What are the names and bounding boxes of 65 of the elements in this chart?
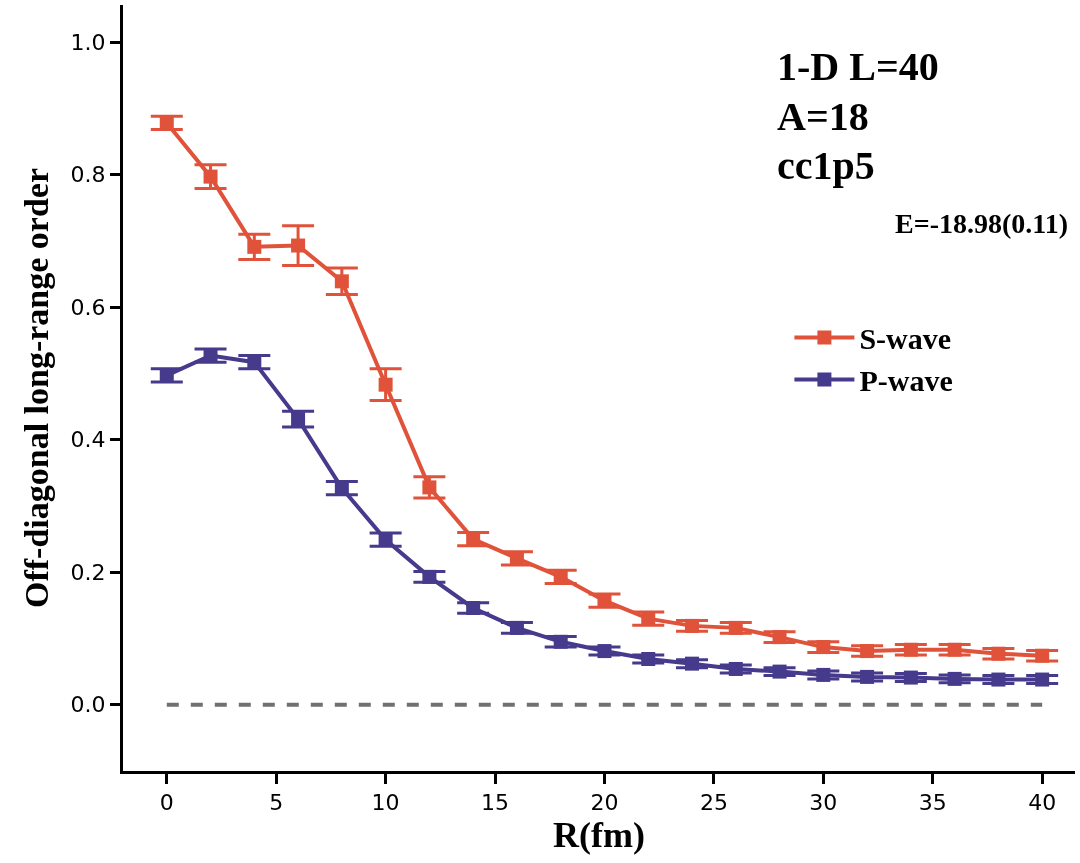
point: [334, 274, 349, 289]
point: [291, 238, 306, 253]
point: [860, 669, 875, 684]
point: [685, 618, 700, 633]
x-tick-label: 25: [699, 790, 728, 816]
point: [641, 652, 656, 667]
x-tick-label: 0: [159, 790, 174, 816]
point: [291, 412, 306, 427]
point: [641, 611, 656, 626]
point: [553, 569, 568, 584]
point: [772, 664, 787, 679]
x-tick-label: 40: [1028, 790, 1057, 816]
point: [1035, 648, 1050, 663]
point: [947, 671, 962, 686]
y-tick-label: 1.0: [70, 29, 106, 55]
point: [422, 480, 437, 495]
point: [991, 672, 1006, 687]
annotation: A=18: [777, 94, 869, 139]
point: [597, 644, 612, 659]
annotation: cc1p5: [777, 143, 875, 188]
x-tick-label: 5: [269, 790, 284, 816]
point: [378, 377, 393, 392]
point: [1035, 672, 1050, 687]
point: [509, 620, 524, 635]
point: [685, 656, 700, 671]
x-tick-label: 20: [590, 790, 619, 816]
point: [509, 551, 524, 566]
legend-label: P-wave: [859, 364, 953, 398]
point: [728, 620, 743, 635]
x-tick-label: 30: [809, 790, 838, 816]
legend-label: S-wave: [859, 322, 952, 356]
point: [728, 661, 743, 676]
point: [553, 634, 568, 649]
x-tick-label: 15: [481, 790, 510, 816]
y-tick-label: 0.6: [70, 294, 106, 320]
point: [203, 169, 218, 184]
point: [159, 115, 174, 130]
point: [466, 532, 481, 547]
x-tick-label: 10: [371, 790, 400, 816]
y-tick-label: 0.0: [70, 692, 106, 718]
point: [334, 481, 349, 496]
point: [203, 348, 218, 363]
annotation: E=-18.98(0.11): [895, 208, 1069, 239]
point: [422, 569, 437, 584]
point: [772, 630, 787, 645]
x-tick-label: 35: [918, 790, 947, 816]
point: [903, 642, 918, 657]
point: [378, 532, 393, 547]
point: [947, 642, 962, 657]
point: [903, 670, 918, 685]
y-tick-label: 0.4: [70, 427, 106, 453]
point: [991, 646, 1006, 661]
point: [159, 368, 174, 383]
annotation: 1-D L=40: [777, 44, 939, 89]
y-tick-label: 0.2: [70, 559, 106, 585]
x-axis-title: R(fm): [553, 815, 645, 856]
point: [860, 644, 875, 659]
y-axis-title: Off-diagonal long-range order: [18, 167, 56, 609]
point: [816, 667, 831, 682]
y-tick-label: 0.8: [70, 162, 106, 188]
point: [816, 640, 831, 655]
point: [466, 600, 481, 615]
point: [597, 593, 612, 608]
point: [247, 355, 262, 370]
point: [247, 239, 262, 254]
